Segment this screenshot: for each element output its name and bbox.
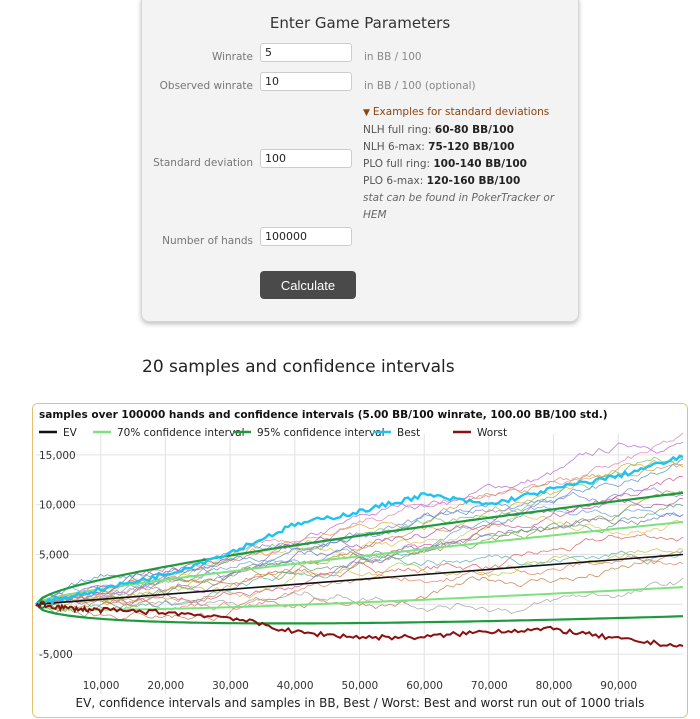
sample-line (35, 503, 684, 618)
x-tick-label: 90,000 (600, 680, 637, 692)
legend-label: 95% confidence interval (257, 427, 385, 439)
x-tick-label: 70,000 (471, 680, 508, 692)
sample-line (35, 512, 684, 608)
chart-container: 15,000 10,000 5,000 0 -5,000 10,000 20,000 30,… (32, 403, 688, 718)
sample-line (35, 550, 684, 622)
chart-title: samples over 100000 hands and confidence… (39, 409, 608, 421)
panel-title: Enter Game Parameters (269, 14, 451, 32)
legend-label: EV (63, 427, 78, 439)
70-confidence-interval-lower-line (35, 586, 684, 611)
y-tick-label: -5,000 (39, 649, 73, 661)
x-tick-label: 80,000 (536, 680, 573, 692)
y-tick-label: 0 (39, 599, 46, 611)
triangle-down-icon: ▼ (363, 108, 370, 118)
observed-winrate-input[interactable] (260, 72, 352, 91)
sample-line (35, 533, 684, 605)
sample-line (35, 512, 684, 606)
x-tick-label: 20,000 (147, 680, 184, 692)
calculate-button[interactable]: Calculate (260, 271, 356, 299)
number-of-hands-label: Number of hands (162, 235, 253, 247)
95-confidence-interval-upper-line (35, 491, 684, 606)
x-tick-label: 60,000 (406, 680, 443, 692)
std-examples: ▼ Examples for standard deviations NLH fu… (363, 104, 573, 224)
chart-svg: 15,000 10,000 5,000 0 -5,000 10,000 20,000 30,… (33, 404, 687, 717)
x-tick-label: 10,000 (83, 680, 120, 692)
legend-label: Worst (477, 427, 507, 439)
example-row: PLO full ring: 100-140 BB/100 (363, 158, 527, 170)
examples-toggle[interactable]: ▼ Examples for standard deviations (363, 104, 573, 122)
example-row: NLH 6-max: 75-120 BB/100 (363, 141, 515, 153)
legend-label: Best (397, 427, 420, 439)
ev-line (35, 553, 684, 606)
sample-line (35, 432, 684, 605)
example-row: PLO 6-max: 120-160 BB/100 (363, 175, 521, 187)
70-confidence-interval-upper-line (35, 520, 684, 606)
examples-note: stat can be found in PokerTracker or HEM (363, 192, 555, 221)
chart-caption: EV, confidence intervals and samples in … (75, 696, 645, 710)
standard-deviation-input[interactable] (260, 149, 352, 168)
x-tick-label: 40,000 (277, 680, 314, 692)
winrate-input[interactable] (260, 43, 352, 62)
sample-line (35, 464, 684, 607)
game-parameters-panel: Enter Game Parameters Winrate in BB / 10… (141, 0, 579, 322)
winrate-label: Winrate (211, 51, 253, 63)
sample-line (35, 496, 684, 605)
example-row: NLH full ring: 60-80 BB/100 (363, 124, 514, 136)
95-confidence-interval-lower-line (35, 603, 684, 625)
section-title: 20 samples and confidence intervals (142, 357, 455, 377)
x-tick-label: 30,000 (212, 680, 249, 692)
y-tick-label: 5,000 (39, 550, 69, 562)
number-of-hands-input[interactable] (260, 227, 352, 246)
y-tick-label: 15,000 (39, 450, 76, 462)
standard-deviation-label: Standard deviation (153, 157, 253, 169)
sample-line (35, 550, 684, 611)
observed-winrate-label: Observed winrate (159, 80, 253, 92)
x-tick-label: 50,000 (342, 680, 379, 692)
sample-line (35, 487, 684, 606)
legend-label: 70% confidence interval (117, 427, 245, 439)
examples-header: Examples for standard deviations (372, 106, 550, 118)
worst-line (35, 601, 684, 648)
best-line (35, 454, 684, 605)
winrate-unit: in BB / 100 (364, 51, 422, 63)
observed-winrate-unit: in BB / 100 (optional) (364, 80, 476, 92)
y-tick-label: 10,000 (39, 500, 76, 512)
sample-line (36, 555, 684, 611)
